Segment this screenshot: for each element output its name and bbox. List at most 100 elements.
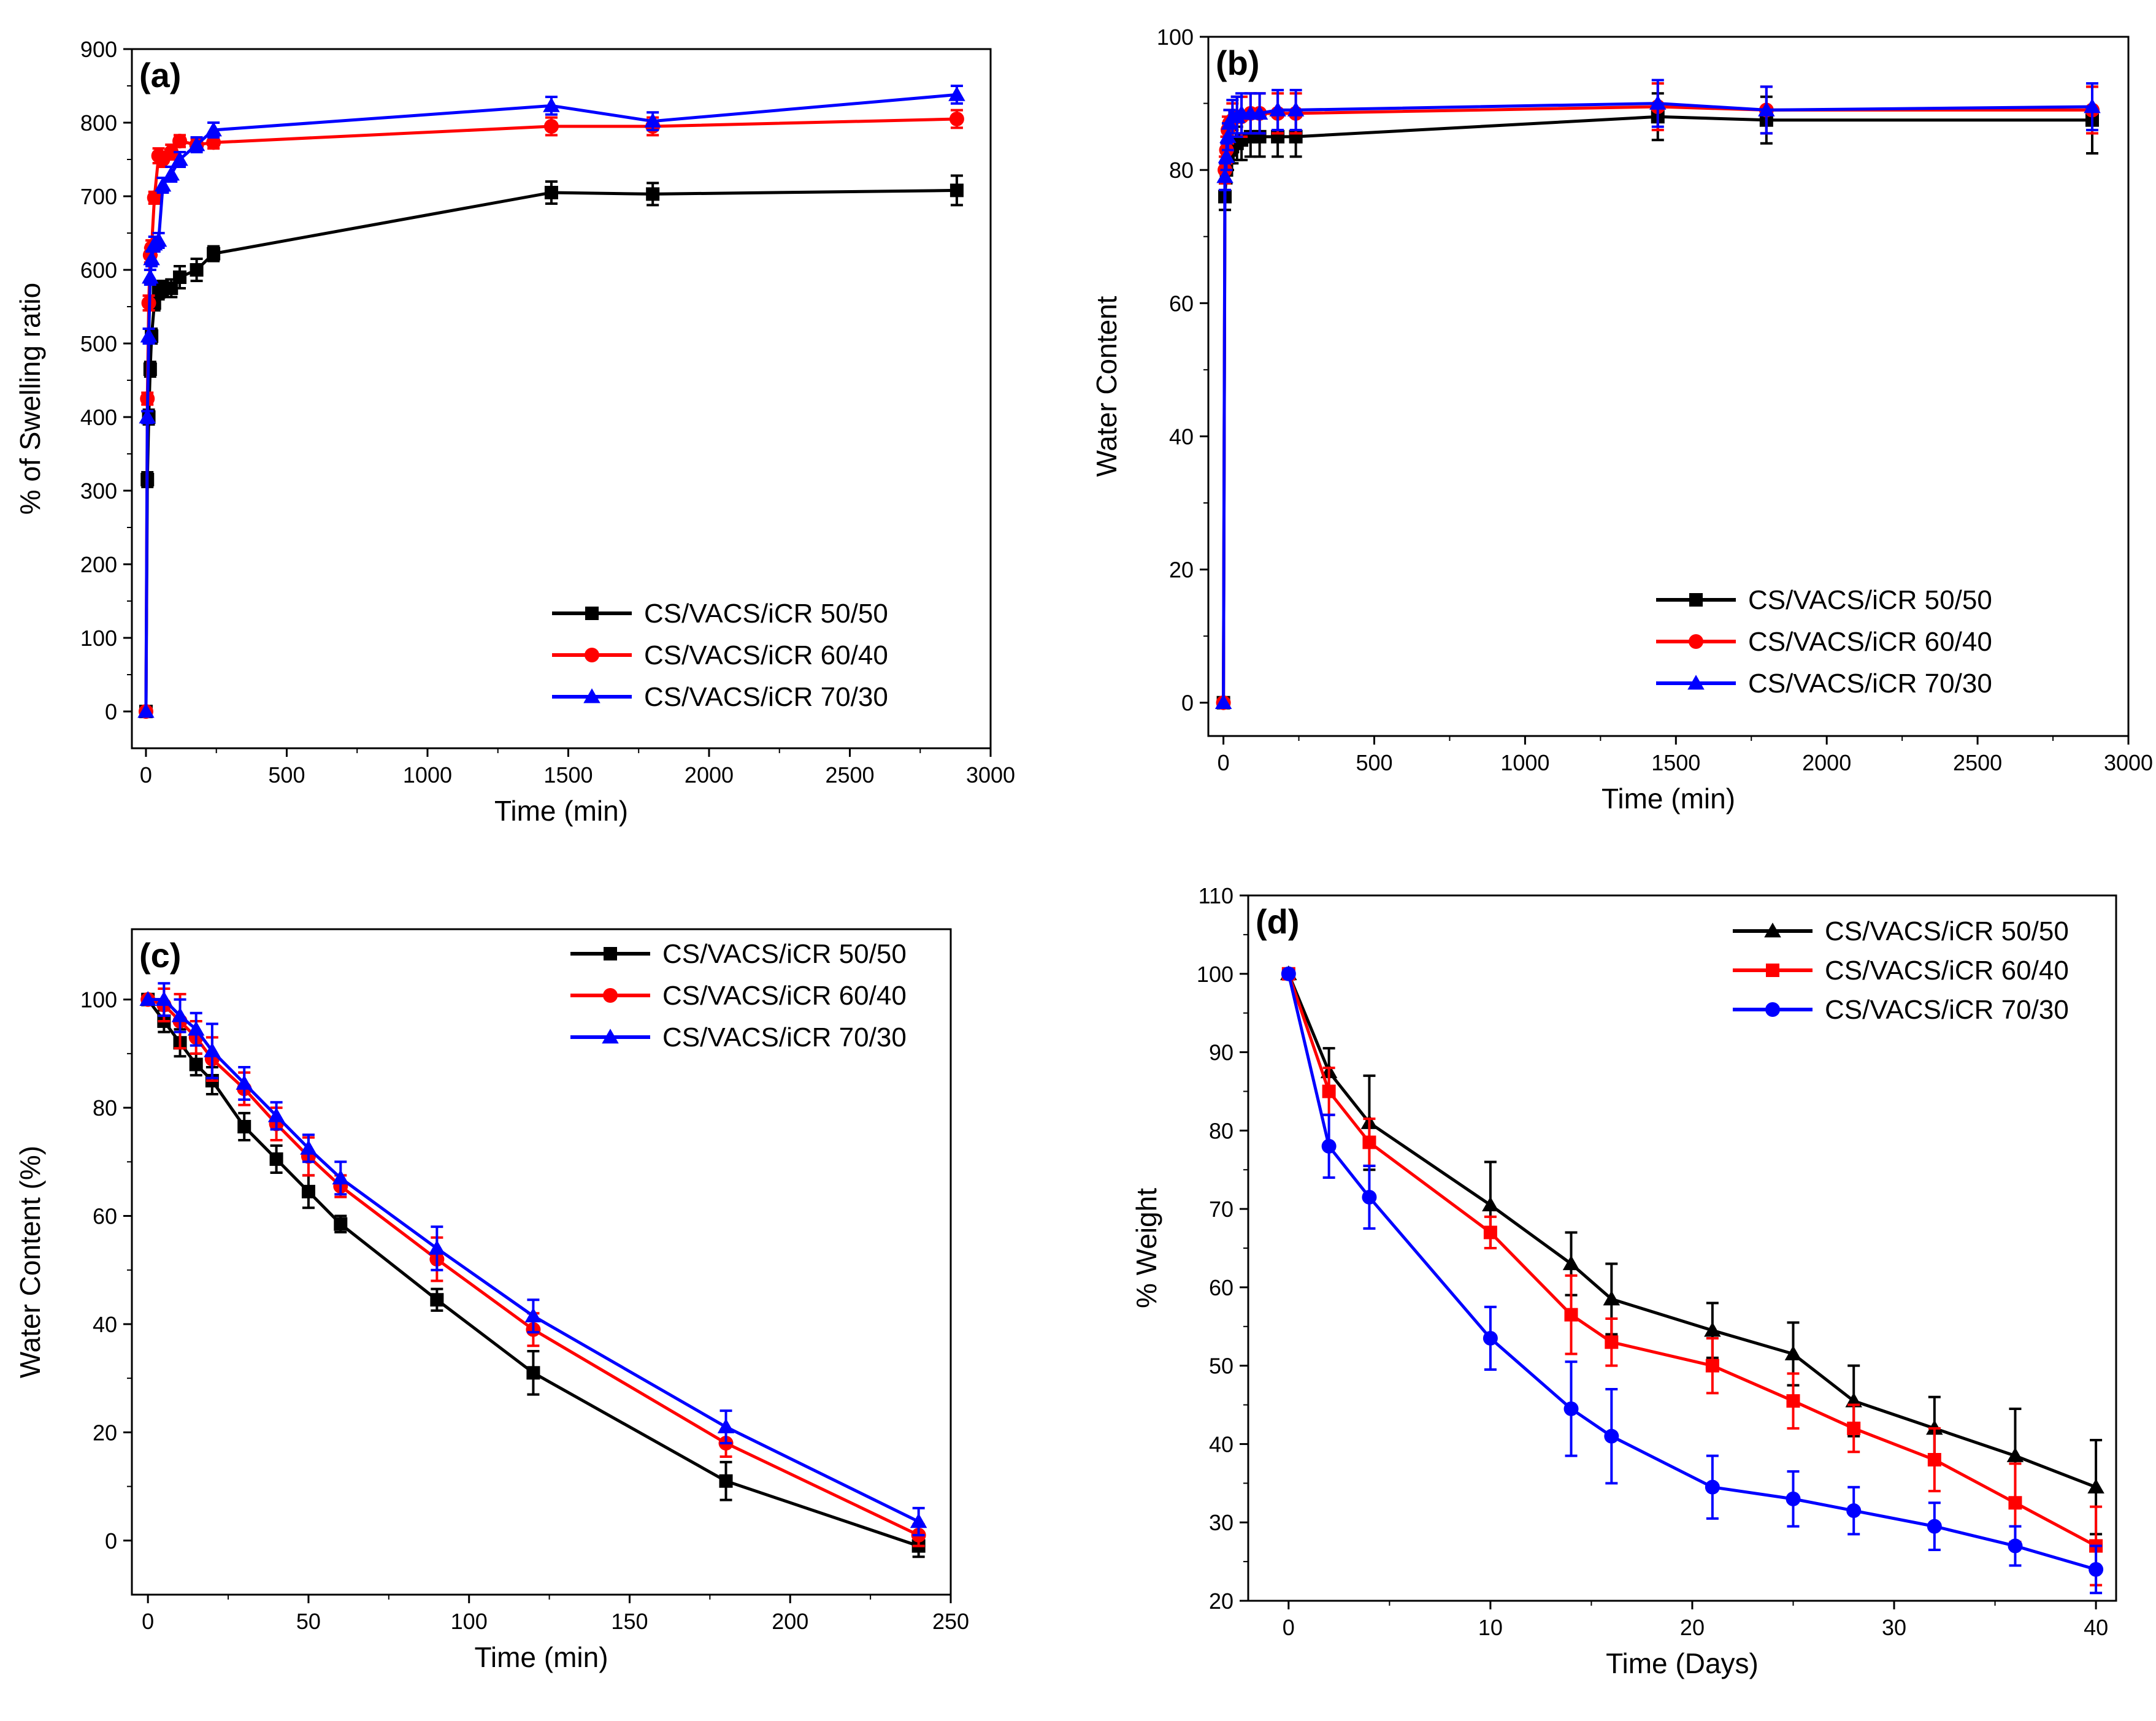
- y-tick-label: 900: [80, 37, 117, 62]
- data-point: [1758, 101, 1775, 117]
- data-point: [164, 282, 178, 295]
- legend-entry: CS/VACS/iCR 70/30: [1748, 669, 1992, 699]
- data-point: [267, 1107, 285, 1122]
- y-tick-label: 200: [80, 552, 117, 577]
- x-tick-label: 3000: [2104, 750, 2153, 775]
- x-tick-label: 3000: [966, 762, 1015, 788]
- y-tick-label: 90: [1209, 1040, 1233, 1065]
- data-point: [1482, 1196, 1499, 1212]
- y-tick-label: 0: [105, 1528, 117, 1554]
- x-axis-title: Time (min): [494, 795, 628, 827]
- x-tick-label: 10: [1478, 1615, 1503, 1640]
- legend-swatch-marker: [1766, 964, 1779, 977]
- data-point: [1927, 1453, 1941, 1466]
- data-point: [1287, 101, 1305, 117]
- y-tick-label: 60: [1209, 1275, 1233, 1300]
- panel-c-water-content-loss: 0 50 100 150 200 250 0 20 40 60 80 100 Time (min) Wat…: [14, 928, 969, 1673]
- y-axis-title: Water Content: [1091, 296, 1122, 477]
- data-point: [1786, 1491, 1801, 1506]
- plot-frame: [131, 48, 992, 749]
- panel-d-weight-loss: 0 10 20 30 40 20 30 40 50 60 70 80 90 100 110 Time (Day…: [1130, 883, 2117, 1679]
- legend-entry: CS/VACS/iCR 50/50: [1825, 916, 2069, 946]
- data-point: [139, 991, 156, 1006]
- legend: CS/VACS/iCR 50/50 CS/VACS/iCR 60/40 CS/VAC…: [552, 599, 888, 712]
- data-point: [526, 1366, 540, 1380]
- x-axis-title: Time (min): [1602, 783, 1735, 815]
- legend-swatch-marker: [1689, 634, 1703, 649]
- panel-label: (c): [139, 936, 181, 975]
- legend-entry: CS/VACS/iCR 60/40: [1825, 956, 2069, 986]
- x-tick-label: 2500: [825, 762, 874, 788]
- data-point: [1847, 1421, 1861, 1435]
- y-axis-title: % Weight: [1130, 1188, 1162, 1308]
- data-point: [1562, 1255, 1580, 1270]
- data-point: [173, 270, 187, 284]
- data-point: [1251, 105, 1268, 120]
- data-point: [171, 1007, 189, 1022]
- data-point: [1649, 94, 1667, 110]
- data-point: [948, 86, 965, 101]
- data-point: [1362, 1135, 1376, 1149]
- x-tick-label: 30: [1882, 1615, 1906, 1640]
- y-tick-label: 80: [93, 1095, 117, 1121]
- data-point: [147, 190, 162, 205]
- y-tick-label: 100: [1197, 962, 1233, 987]
- legend-swatch-marker: [1765, 1002, 1780, 1017]
- y-tick-label: 500: [80, 331, 117, 356]
- series-3: [1281, 966, 2104, 1595]
- data-point: [142, 269, 159, 284]
- data-point: [949, 112, 964, 126]
- data-point: [139, 408, 156, 424]
- y-tick-label: 50: [1209, 1354, 1233, 1379]
- x-tick-label: 1500: [1651, 750, 1700, 775]
- y-tick-label: 100: [80, 626, 117, 651]
- y-tick-label: 100: [1157, 25, 1194, 50]
- legend-entry: CS/VACS/iCR 60/40: [1748, 627, 1992, 657]
- series-line: [1287, 973, 2097, 1489]
- x-tick-label: 2500: [1953, 750, 2002, 775]
- panel-label: (b): [1216, 44, 1260, 82]
- y-tick-label: 700: [80, 184, 117, 209]
- data-point: [2008, 1538, 2023, 1554]
- data-point: [207, 247, 221, 261]
- data-point: [171, 151, 188, 166]
- data-point: [143, 362, 157, 376]
- legend-entry: CS/VACS/iCR 70/30: [644, 682, 888, 712]
- data-point: [1705, 1359, 1719, 1373]
- data-point: [332, 1170, 350, 1185]
- y-tick-label: 0: [105, 699, 117, 724]
- data-point: [140, 328, 158, 343]
- x-tick-label: 150: [611, 1609, 648, 1634]
- data-point: [189, 1057, 203, 1071]
- data-point: [300, 1140, 317, 1155]
- data-point: [1786, 1394, 1800, 1408]
- x-axis-title: Time (Days): [1606, 1647, 1759, 1679]
- data-point: [204, 1042, 221, 1057]
- x-axis-title: Time (min): [474, 1641, 608, 1673]
- plot-frame: [131, 928, 952, 1596]
- x-tick-label: 500: [1356, 750, 1392, 775]
- data-point: [717, 1418, 735, 1433]
- x-tick-label: 500: [268, 762, 305, 788]
- y-tick-label: 110: [1199, 883, 1233, 908]
- data-point: [1927, 1519, 1942, 1534]
- data-point: [428, 1240, 446, 1255]
- data-point: [190, 263, 204, 277]
- legend-swatch-marker: [583, 688, 600, 703]
- x-tick-label: 1500: [543, 762, 593, 788]
- data-point: [1603, 1290, 1621, 1306]
- data-point: [188, 136, 205, 151]
- x-tick-label: 200: [772, 1609, 808, 1634]
- data-point: [644, 112, 661, 128]
- data-point: [2087, 1478, 2104, 1494]
- data-point: [1704, 1322, 1721, 1337]
- legend: CS/VACS/iCR 50/50 CS/VACS/iCR 60/40 CS/VAC…: [1733, 916, 2069, 1025]
- legend-swatch-marker: [585, 648, 599, 662]
- x-tick-label: 1000: [403, 762, 452, 788]
- data-point: [2006, 1447, 2024, 1462]
- data-point: [1604, 1428, 1619, 1444]
- legend-swatch-marker: [1687, 675, 1705, 690]
- legend-entry: CS/VACS/iCR 70/30: [662, 1022, 907, 1052]
- data-point: [1563, 1401, 1579, 1416]
